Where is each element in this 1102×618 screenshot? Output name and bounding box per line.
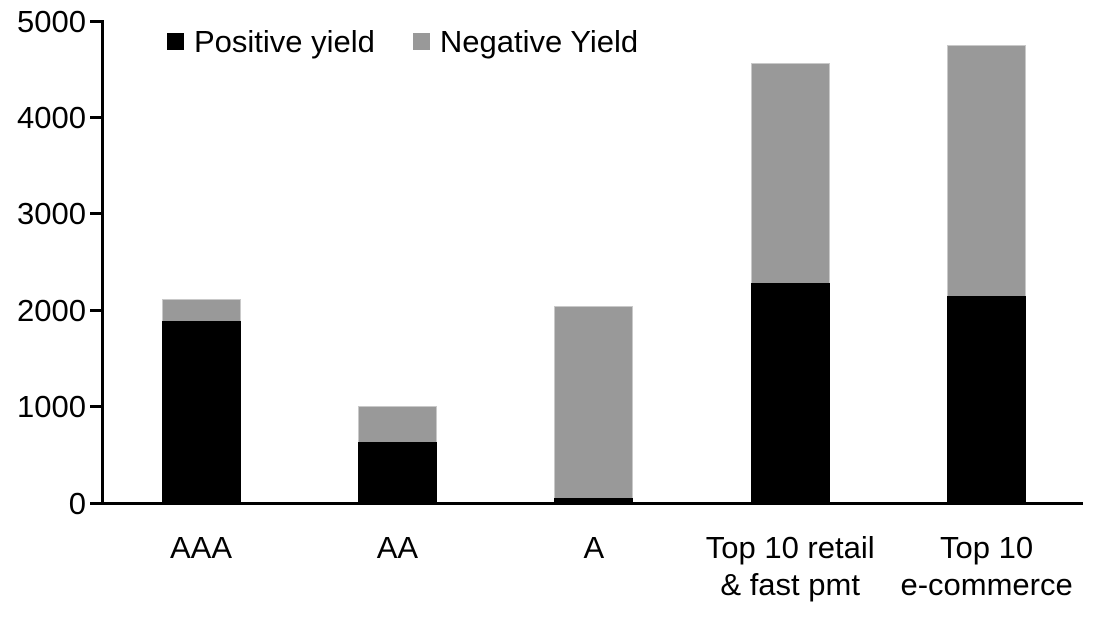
y-axis-tick-label-0: 0 — [68, 485, 86, 521]
y-axis-tick-label-3000: 3000 — [17, 196, 86, 232]
y-axis-tick-label-5000: 5000 — [17, 3, 86, 39]
chart-legend: Positive yield Negative Yield — [167, 26, 638, 57]
y-axis-tick-2000 — [90, 308, 102, 312]
bar-segment-positive-1 — [161, 320, 241, 503]
legend-item-positive-yield: Positive yield — [167, 26, 375, 57]
y-axis-line — [101, 20, 104, 505]
bar-segment-positive-2 — [357, 442, 437, 503]
x-axis-label-2: AA — [376, 530, 419, 565]
x-axis-label-5: Top 10 e-commerce — [900, 530, 1073, 602]
negative-yield-swatch-icon — [412, 33, 430, 50]
y-axis-tick-3000 — [90, 212, 102, 216]
bar-segment-negative-4 — [750, 63, 830, 284]
legend-label-positive-yield: Positive yield — [194, 24, 375, 59]
bar-segment-positive-4 — [750, 283, 830, 503]
x-axis-label-3: A — [583, 530, 605, 565]
x-axis-label-1: AAA — [169, 530, 233, 565]
positive-yield-swatch-icon — [167, 33, 184, 50]
x-axis-line — [101, 502, 1083, 505]
bar-segment-positive-5 — [947, 295, 1027, 503]
y-axis-tick-0 — [90, 501, 102, 505]
bar-segment-positive-3 — [554, 498, 634, 503]
legend-label-negative-yield: Negative Yield — [439, 24, 639, 59]
bar-segment-negative-1 — [161, 298, 241, 321]
y-axis-tick-label-1000: 1000 — [17, 389, 86, 425]
y-axis-tick-1000 — [90, 405, 102, 409]
bar-segment-negative-5 — [947, 45, 1027, 296]
y-axis-tick-5000 — [90, 19, 102, 23]
y-axis-tick-label-4000: 4000 — [17, 99, 86, 135]
bar-segment-negative-3 — [554, 306, 634, 499]
legend-item-negative-yield: Negative Yield — [412, 24, 639, 59]
bar-segment-negative-2 — [357, 405, 437, 443]
y-axis-tick-4000 — [90, 115, 102, 119]
y-axis-tick-label-2000: 2000 — [17, 292, 86, 328]
x-axis-label-4: Top 10 retail & fast pmt — [705, 530, 875, 602]
